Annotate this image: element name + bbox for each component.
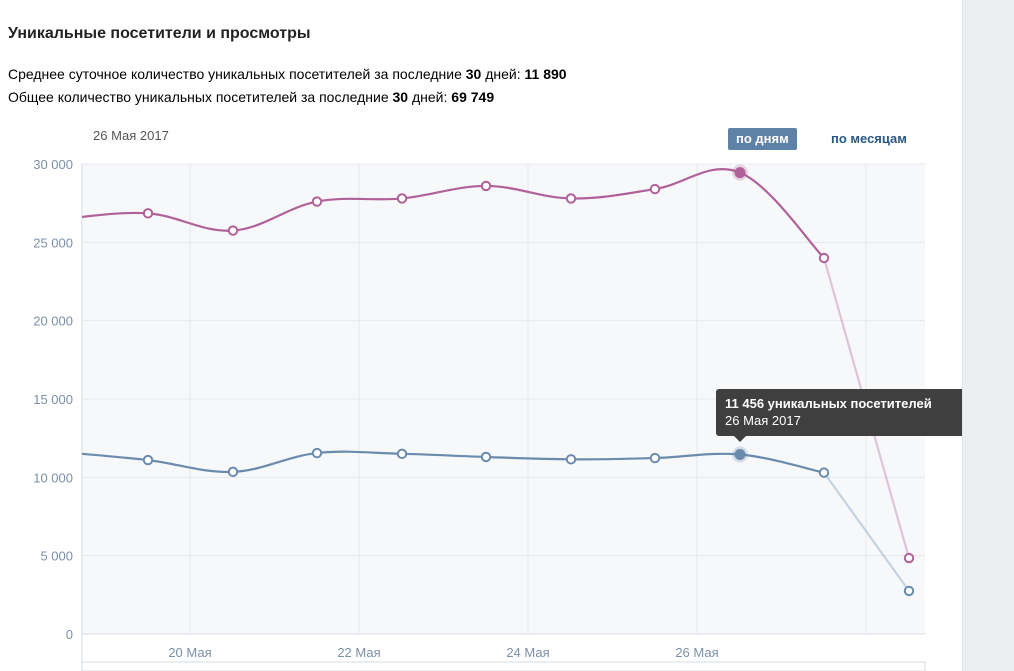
data-point[interactable] xyxy=(818,252,830,264)
data-point[interactable] xyxy=(396,448,408,460)
data-point[interactable] xyxy=(903,585,915,597)
avg-visitors-label: Среднее суточное количество уникальных п… xyxy=(8,66,466,82)
data-point[interactable] xyxy=(396,193,408,204)
total-visitors-days-label: дней: xyxy=(408,89,452,105)
x-tick-label: 24 Мая xyxy=(506,645,549,660)
right-sidebar xyxy=(962,0,1014,671)
data-point-highlighted[interactable] xyxy=(734,449,746,461)
x-tick-label: 26 Мая xyxy=(675,645,718,660)
y-tick-label: 30 000 xyxy=(33,157,73,172)
data-point[interactable] xyxy=(649,452,661,464)
y-axis-ticks: 0 5 000 10 000 15 000 20 000 25 000 30 000 xyxy=(33,157,73,642)
page-title: Уникальные посетители и просмотры xyxy=(8,25,311,42)
tooltip-value: 11 456 уникальных посетителей xyxy=(725,396,932,411)
y-tick-label: 5 000 xyxy=(40,549,73,564)
total-visitors-days: 30 xyxy=(392,89,409,105)
avg-visitors-line: Среднее суточное количество уникальных п… xyxy=(8,66,567,82)
y-tick-label: 20 000 xyxy=(33,314,73,329)
series-line-faded xyxy=(823,471,910,592)
data-point-highlighted[interactable] xyxy=(734,167,746,179)
y-tick-label: 0 xyxy=(66,627,73,642)
data-point[interactable] xyxy=(227,225,239,236)
visitors-chart: 0 5 000 10 000 15 000 20 000 25 000 30 000 20 … xyxy=(33,157,926,671)
series-line xyxy=(82,450,825,474)
chart-series xyxy=(82,164,915,597)
stats-panel: Уникальные посетители и просмотры Средне… xyxy=(8,25,968,671)
data-point[interactable] xyxy=(227,466,239,478)
y-tick-label: 15 000 xyxy=(33,392,73,407)
x-axis-ticks: 20 Мая 22 Мая 24 Мая 26 Мая xyxy=(81,645,926,671)
avg-visitors-value: 11 890 xyxy=(524,66,567,82)
chart-date-label: 26 Мая 2017 xyxy=(93,128,169,143)
y-tick-label: 25 000 xyxy=(33,235,73,250)
x-tick-label: 20 Мая xyxy=(168,645,211,660)
chart-navigator[interactable] xyxy=(81,661,926,671)
data-point[interactable] xyxy=(142,208,154,219)
data-point[interactable] xyxy=(480,180,492,192)
y-tick-label: 10 000 xyxy=(33,470,73,485)
chart-tooltip: 11 456 уникальных посетителей 26 Мая 201… xyxy=(716,389,968,442)
data-point[interactable] xyxy=(903,552,915,564)
total-visitors-line: Общее количество уникальных посетителей … xyxy=(8,89,494,105)
avg-visitors-days-label: дней: xyxy=(481,66,525,82)
series-blue xyxy=(82,450,910,592)
data-point[interactable] xyxy=(818,467,830,478)
data-point[interactable] xyxy=(311,447,323,459)
avg-visitors-days: 30 xyxy=(465,66,482,82)
data-point[interactable] xyxy=(480,451,492,463)
total-visitors-label: Общее количество уникальных посетителей … xyxy=(8,89,393,105)
series-line xyxy=(82,168,825,259)
by-months-link[interactable]: по месяцам xyxy=(831,131,907,146)
by-days-button[interactable]: по дням xyxy=(728,128,797,150)
data-point[interactable] xyxy=(142,454,154,466)
data-point[interactable] xyxy=(565,193,577,204)
data-point[interactable] xyxy=(311,196,323,207)
data-point[interactable] xyxy=(649,183,661,195)
data-point[interactable] xyxy=(565,454,577,465)
tooltip-date: 26 Мая 2017 xyxy=(725,413,801,428)
total-visitors-value: 69 749 xyxy=(451,89,495,105)
x-tick-label: 22 Мая xyxy=(337,645,380,660)
